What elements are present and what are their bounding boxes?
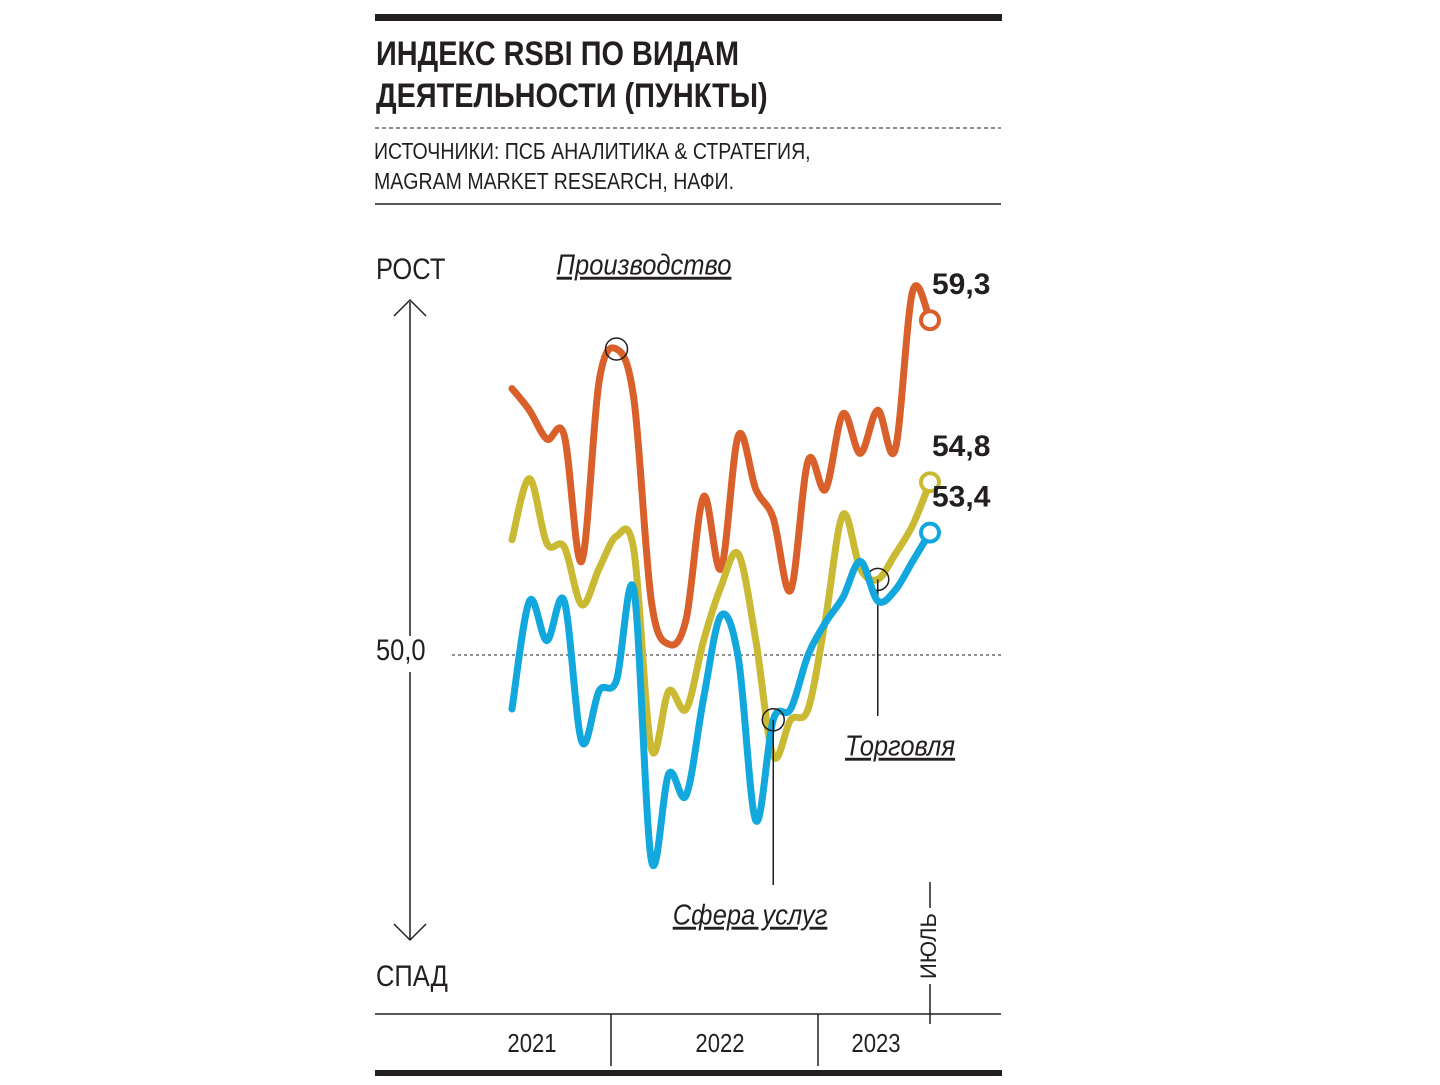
arrows [393, 298, 427, 942]
data-label: 54,8 [932, 430, 990, 463]
data-label: 59,3 [932, 268, 990, 301]
series-line [508, 282, 934, 649]
x-year-label: 2022 [695, 1029, 744, 1058]
x-year-label: 2021 [507, 1029, 556, 1058]
source: MAGRAM MARKET RESEARCH, НАФИ. [374, 169, 734, 195]
end-marker [919, 471, 941, 494]
end-marker [919, 521, 941, 544]
july-label: ИЮЛЬ [916, 913, 941, 979]
bottom-bar [375, 1070, 1002, 1076]
series-line [508, 529, 934, 869]
end-marker [919, 309, 941, 332]
source: ИСТОЧНИКИ: ПСБ АНАЛИТИКА & СТРАТЕГИЯ, [374, 139, 811, 165]
axis-label-top: РОСТ [376, 252, 445, 285]
series-name: Сфера услуг [673, 898, 828, 931]
annotation-marker [604, 337, 629, 361]
y-tick-label: 50,0 [376, 633, 426, 666]
series-name: Торговля [845, 729, 955, 762]
data-label: 53,4 [932, 481, 991, 514]
july-bg [918, 908, 942, 984]
chart-title: ИНДЕКС RSBI ПО ВИДАМ [376, 34, 739, 73]
top-bar [375, 14, 1002, 21]
x-year-label: 2023 [851, 1029, 900, 1058]
axis-label-bottom: СПАД [376, 959, 448, 992]
series-name: Производство [557, 248, 732, 281]
annotation-marker [761, 708, 785, 732]
chart-title: ДЕЯТЕЛЬНОСТИ (ПУНКТЫ) [376, 76, 768, 115]
series-line [508, 475, 934, 762]
